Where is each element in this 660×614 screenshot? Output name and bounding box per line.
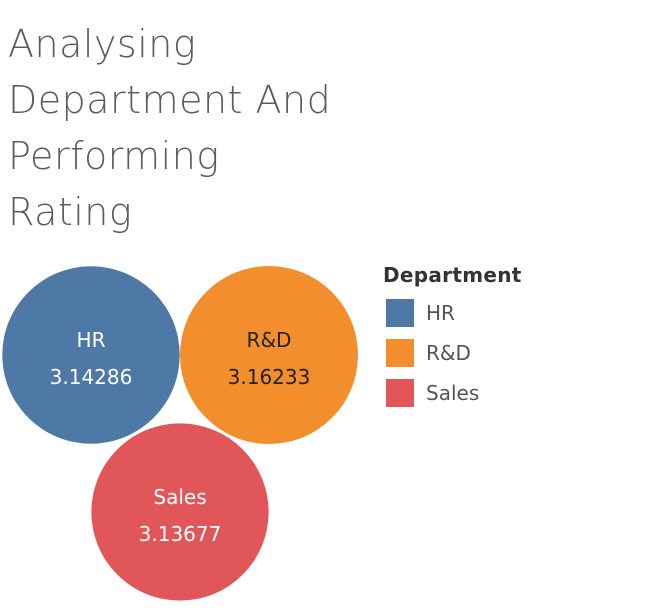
bubble-category-label-hr: HR — [77, 328, 106, 352]
legend-swatch-sales — [386, 379, 414, 407]
legend-label-sales: Sales — [426, 381, 479, 405]
bubble-chart: HR 3.14286 R&D 3.16233 Sales 3.13677 — [0, 0, 380, 614]
bubble-value-label-rd: 3.16233 — [228, 365, 311, 389]
legend-item-sales[interactable]: Sales — [383, 373, 522, 413]
bubble-category-label-sales: Sales — [153, 485, 206, 509]
legend-title: Department — [383, 263, 522, 287]
bubble-value-label-sales: 3.13677 — [139, 522, 222, 546]
bubble-circle-hr[interactable] — [2, 266, 179, 443]
legend-swatch-hr — [386, 299, 414, 327]
bubble-circle-rd[interactable] — [180, 266, 358, 444]
legend-item-rd[interactable]: R&D — [383, 333, 522, 373]
bubble-hr[interactable]: HR 3.14286 — [2, 266, 179, 443]
legend-item-hr[interactable]: HR — [383, 293, 522, 333]
bubble-category-label-rd: R&D — [247, 328, 292, 352]
bubble-value-label-hr: 3.14286 — [50, 365, 133, 389]
legend: Department HR R&D Sales — [383, 263, 522, 413]
legend-label-hr: HR — [426, 301, 455, 325]
bubble-rd[interactable]: R&D 3.16233 — [180, 266, 358, 444]
bubble-sales[interactable]: Sales 3.13677 — [91, 423, 268, 600]
bubble-circle-sales[interactable] — [91, 423, 268, 600]
legend-label-rd: R&D — [426, 341, 471, 365]
legend-swatch-rd — [386, 339, 414, 367]
